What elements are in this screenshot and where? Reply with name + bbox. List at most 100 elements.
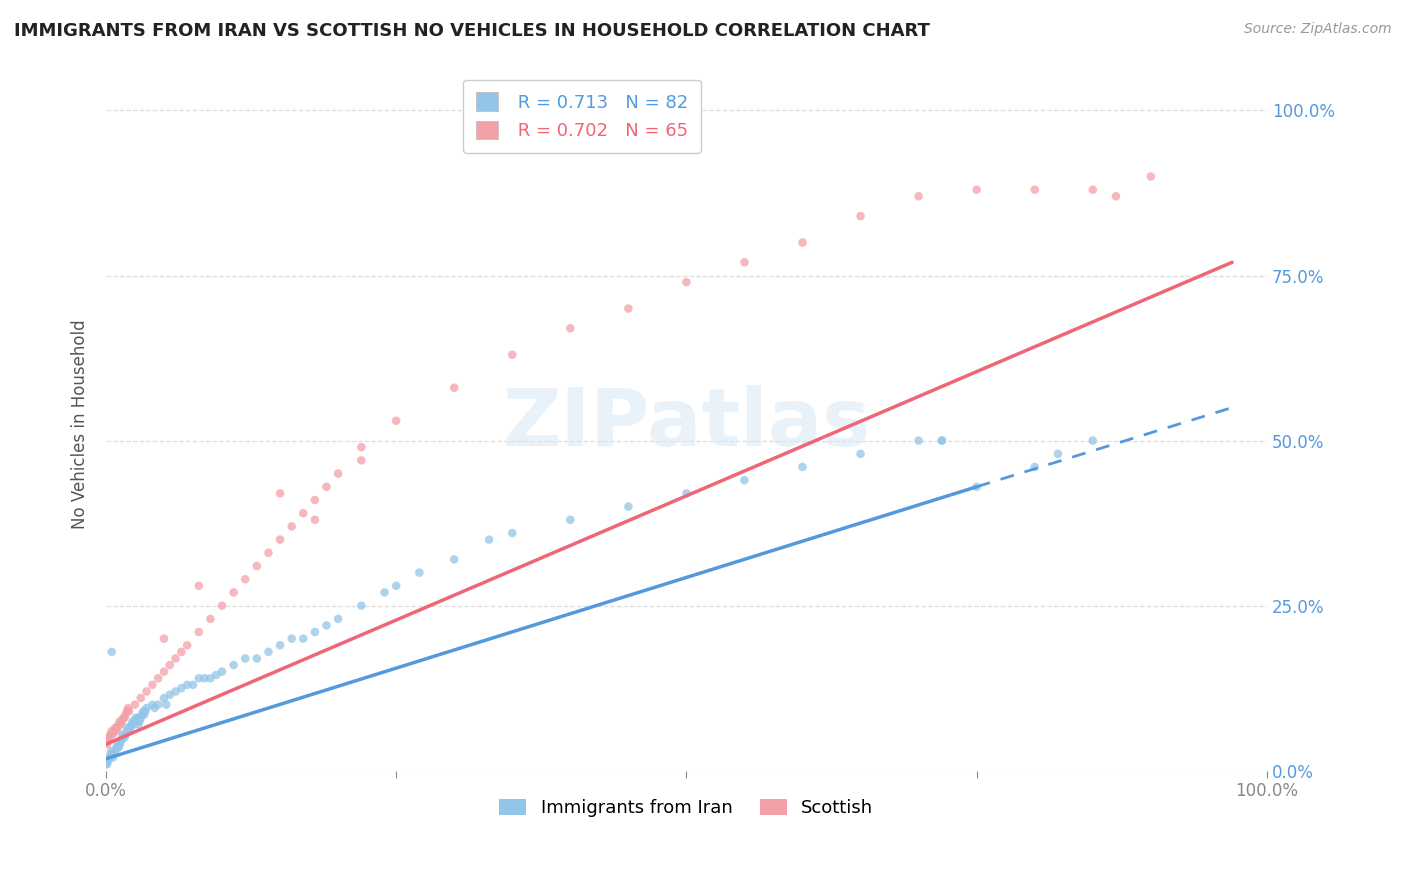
Point bbox=[100, 747, 122, 762]
Point bbox=[675, 486, 697, 500]
Point bbox=[176, 638, 198, 652]
Point bbox=[907, 189, 929, 203]
Point bbox=[257, 546, 280, 560]
Point bbox=[94, 731, 117, 745]
Point bbox=[280, 632, 302, 646]
Point bbox=[117, 701, 139, 715]
Point bbox=[141, 678, 163, 692]
Point bbox=[617, 500, 640, 514]
Point bbox=[246, 651, 269, 665]
Point bbox=[96, 757, 118, 772]
Point bbox=[181, 678, 204, 692]
Point bbox=[98, 731, 121, 745]
Point bbox=[165, 651, 187, 665]
Text: IMMIGRANTS FROM IRAN VS SCOTTISH NO VEHICLES IN HOUSEHOLD CORRELATION CHART: IMMIGRANTS FROM IRAN VS SCOTTISH NO VEHI… bbox=[14, 22, 929, 40]
Point bbox=[120, 721, 142, 735]
Point bbox=[187, 579, 209, 593]
Point bbox=[501, 348, 523, 362]
Point bbox=[132, 704, 155, 718]
Point bbox=[350, 599, 373, 613]
Point bbox=[112, 727, 135, 741]
Point bbox=[1081, 434, 1104, 448]
Point bbox=[292, 506, 315, 520]
Point bbox=[326, 467, 349, 481]
Point bbox=[849, 447, 872, 461]
Point bbox=[114, 707, 136, 722]
Point bbox=[118, 724, 141, 739]
Point bbox=[111, 714, 134, 728]
Point bbox=[107, 737, 129, 751]
Point bbox=[114, 727, 136, 741]
Point bbox=[966, 480, 988, 494]
Point bbox=[1024, 460, 1046, 475]
Point bbox=[269, 638, 291, 652]
Point bbox=[269, 486, 291, 500]
Point bbox=[103, 724, 125, 739]
Point bbox=[560, 321, 582, 335]
Point bbox=[100, 724, 122, 739]
Point bbox=[98, 750, 121, 764]
Point bbox=[269, 533, 291, 547]
Point bbox=[733, 255, 755, 269]
Point bbox=[233, 651, 256, 665]
Point bbox=[153, 632, 176, 646]
Point bbox=[110, 717, 132, 731]
Point bbox=[1081, 183, 1104, 197]
Point bbox=[350, 453, 373, 467]
Point bbox=[170, 681, 193, 695]
Point bbox=[153, 691, 176, 706]
Point bbox=[134, 704, 156, 718]
Point bbox=[733, 473, 755, 487]
Point bbox=[97, 754, 120, 768]
Point bbox=[675, 275, 697, 289]
Point bbox=[374, 585, 396, 599]
Point bbox=[315, 618, 337, 632]
Point bbox=[103, 747, 125, 762]
Point bbox=[94, 757, 117, 772]
Point bbox=[110, 734, 132, 748]
Point bbox=[129, 711, 152, 725]
Point bbox=[385, 414, 408, 428]
Point bbox=[105, 740, 128, 755]
Point bbox=[146, 671, 169, 685]
Text: ZIPatlas: ZIPatlas bbox=[502, 385, 870, 463]
Point bbox=[478, 533, 501, 547]
Point bbox=[101, 750, 124, 764]
Point bbox=[931, 434, 953, 448]
Point bbox=[280, 519, 302, 533]
Point bbox=[117, 721, 139, 735]
Point bbox=[108, 714, 131, 728]
Point bbox=[176, 678, 198, 692]
Point bbox=[170, 645, 193, 659]
Point bbox=[127, 711, 149, 725]
Point bbox=[304, 625, 326, 640]
Point bbox=[257, 645, 280, 659]
Point bbox=[115, 704, 138, 718]
Point bbox=[107, 740, 129, 755]
Point bbox=[97, 734, 120, 748]
Point bbox=[187, 671, 209, 685]
Point bbox=[100, 645, 122, 659]
Point bbox=[1024, 183, 1046, 197]
Legend: Immigrants from Iran, Scottish: Immigrants from Iran, Scottish bbox=[492, 791, 880, 824]
Point bbox=[104, 744, 127, 758]
Point bbox=[501, 526, 523, 541]
Point bbox=[907, 434, 929, 448]
Point bbox=[105, 724, 128, 739]
Point bbox=[155, 698, 177, 712]
Point bbox=[114, 711, 136, 725]
Point bbox=[104, 721, 127, 735]
Point bbox=[128, 714, 150, 728]
Point bbox=[101, 727, 124, 741]
Point bbox=[211, 665, 233, 679]
Point bbox=[931, 434, 953, 448]
Point bbox=[292, 632, 315, 646]
Point bbox=[129, 691, 152, 706]
Point bbox=[135, 684, 157, 698]
Point bbox=[792, 460, 814, 475]
Y-axis label: No Vehicles in Household: No Vehicles in Household bbox=[72, 319, 89, 529]
Point bbox=[1139, 169, 1161, 184]
Point bbox=[560, 513, 582, 527]
Point bbox=[350, 440, 373, 454]
Point bbox=[146, 698, 169, 712]
